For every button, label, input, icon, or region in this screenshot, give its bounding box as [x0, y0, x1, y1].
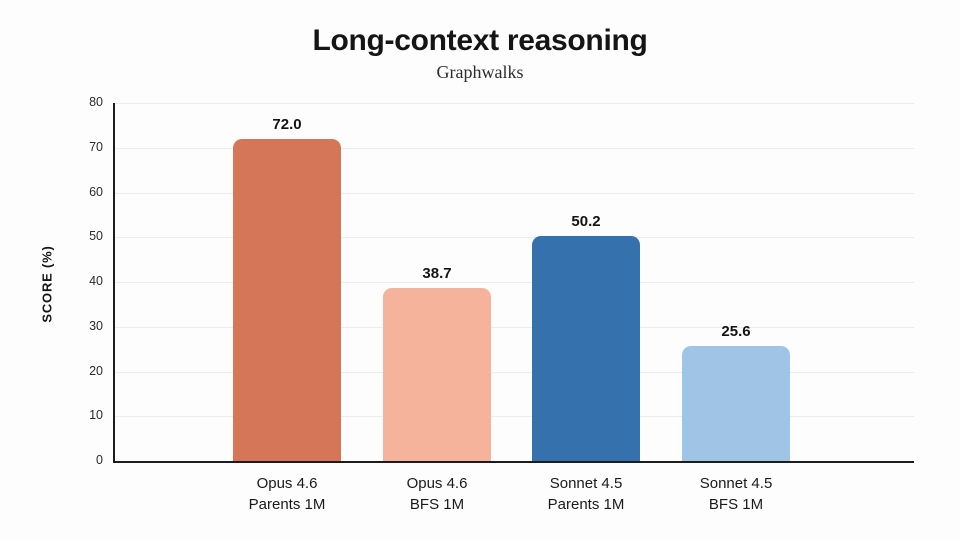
gridline-20	[115, 371, 914, 373]
gridline-10	[115, 416, 914, 418]
bar-sonnet-4-5-parents-1m	[532, 236, 640, 461]
y-tick-label-20: 20	[89, 363, 103, 378]
chart-subtitle: Graphwalks	[436, 62, 524, 82]
y-tick-label-50: 50	[89, 229, 103, 244]
y-tick-label-0: 0	[96, 453, 103, 467]
bar-sonnet-4-5-bfs-1m	[682, 346, 790, 461]
y-tick-label-80: 80	[89, 95, 103, 109]
y-tick-label-30: 30	[89, 318, 103, 333]
x-tick-line2: Parents 1M	[547, 496, 625, 513]
gridline-50	[115, 237, 914, 239]
gridline-40	[115, 282, 914, 283]
x-tick-line2: Parents 1M	[248, 496, 326, 513]
x-tick-line1: Sonnet 4.5	[699, 475, 773, 492]
y-axis-title: SCORE (%)	[39, 245, 55, 323]
x-tick-label-sonnet-4-5-bfs-1m: Sonnet 4.5 BFS 1M	[651, 473, 821, 515]
x-tick-line1: Opus 4.6	[256, 475, 318, 492]
bar-value-label-opus-4-6-bfs-1m: 38.7	[422, 264, 452, 282]
bar-value-label-sonnet-4-5-bfs-1m: 25.6	[721, 323, 751, 341]
gridline-70	[115, 147, 914, 149]
plot-area: 72.0 38.7 50.2 25.6	[113, 103, 914, 463]
y-tick-label-10: 10	[89, 408, 103, 423]
y-tick-label-40: 40	[89, 274, 103, 288]
x-tick-line2: BFS 1M	[708, 496, 764, 513]
bar-value-label-sonnet-4-5-parents-1m: 50.2	[571, 213, 601, 231]
x-tick-label-sonnet-4-5-parents-1m: Sonnet 4.5 Parents 1M	[501, 473, 671, 515]
bar-value-label-opus-4-6-parents-1m: 72.0	[272, 115, 302, 133]
gridline-30	[115, 326, 914, 328]
x-tick-line2: BFS 1M	[409, 496, 465, 513]
gridline-60	[115, 192, 914, 194]
bar-opus-4-6-parents-1m	[233, 138, 341, 461]
x-tick-label-opus-4-6-parents-1m: Opus 4.6 Parents 1M	[202, 473, 372, 515]
x-tick-line1: Sonnet 4.5	[549, 475, 623, 492]
bar-opus-4-6-bfs-1m	[383, 287, 491, 461]
gridline-80	[115, 103, 914, 104]
chart-title: Long-context reasoning	[312, 24, 648, 57]
x-tick-line1: Opus 4.6	[406, 475, 468, 492]
y-tick-label-60: 60	[89, 184, 103, 199]
x-tick-label-opus-4-6-bfs-1m: Opus 4.6 BFS 1M	[352, 473, 522, 515]
y-tick-label-70: 70	[89, 139, 103, 154]
